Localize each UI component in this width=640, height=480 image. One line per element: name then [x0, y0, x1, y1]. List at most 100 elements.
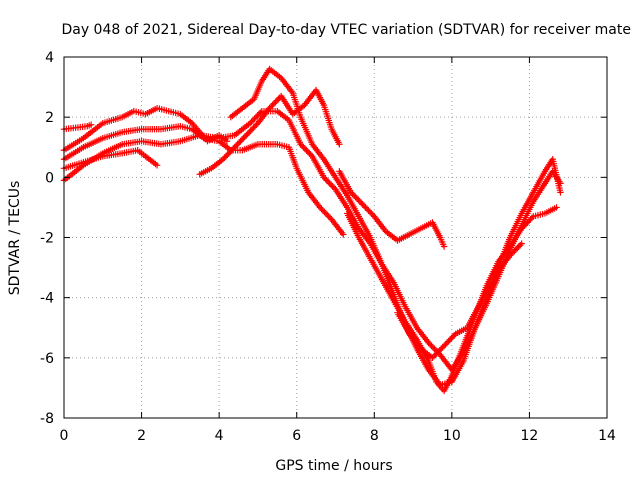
series-layer: [60, 65, 564, 395]
y-axis-label: SDTVAR / TECUs: [7, 181, 23, 296]
data-point-marker: [517, 241, 524, 249]
data-point-marker: [366, 208, 374, 216]
data-point-marker: [303, 147, 310, 154]
data-point-marker: [326, 214, 334, 222]
data-point-marker: [267, 103, 275, 110]
data-point-marker: [360, 202, 368, 210]
series-track-10: [394, 240, 525, 362]
data-point-marker: [246, 129, 253, 136]
data-point-marker: [323, 177, 330, 184]
data-point-marker: [243, 132, 250, 139]
data-point-marker: [251, 115, 258, 122]
data-point-marker: [319, 207, 327, 214]
data-point-marker: [237, 138, 244, 145]
data-point-marker: [254, 112, 261, 119]
data-point-marker: [553, 204, 560, 211]
data-point-marker: [430, 353, 438, 360]
data-point-marker: [252, 113, 260, 121]
data-point-marker: [355, 196, 362, 204]
data-point-marker: [435, 348, 442, 356]
data-point-marker: [436, 347, 443, 354]
x-tick-label: 4: [215, 428, 224, 444]
data-point-marker: [225, 150, 233, 157]
data-point-marker: [306, 150, 313, 157]
x-tick-label: 8: [370, 428, 379, 444]
data-point-marker: [255, 110, 263, 118]
data-point-marker: [340, 231, 347, 238]
data-point-marker: [440, 342, 448, 349]
data-point-marker: [269, 101, 276, 109]
data-point-marker: [362, 204, 369, 211]
data-point-marker: [324, 211, 331, 219]
y-tick-label: -6: [40, 351, 54, 367]
data-point-marker: [246, 119, 254, 127]
x-axis-label: GPS time / hours: [275, 458, 392, 474]
data-point-marker: [297, 141, 304, 148]
data-point-marker: [511, 247, 518, 255]
data-point-marker: [301, 145, 309, 152]
series-track-3: [60, 122, 347, 238]
data-point-marker: [228, 147, 235, 154]
data-point-marker: [248, 118, 255, 125]
data-point-marker: [442, 341, 449, 348]
data-point-marker: [359, 201, 366, 208]
data-point-marker: [223, 138, 231, 145]
data-point-marker: [234, 141, 241, 148]
data-point-marker: [521, 222, 528, 229]
data-point-marker: [273, 97, 281, 104]
x-tick-label: 12: [521, 428, 539, 444]
data-point-marker: [249, 116, 257, 124]
data-point-marker: [368, 210, 375, 217]
series-track-1: [60, 121, 95, 133]
data-point-marker: [431, 345, 438, 353]
data-point-marker: [330, 184, 338, 192]
data-point-marker: [365, 207, 372, 214]
data-point-marker: [432, 351, 439, 359]
chart-title: Day 048 of 2021, Sidereal Day-to-day VTE…: [61, 22, 631, 38]
x-tick-label: 2: [137, 428, 146, 444]
data-point-marker: [230, 145, 237, 152]
data-point-marker: [325, 213, 332, 220]
data-point-marker: [326, 180, 333, 187]
data-point-marker: [527, 216, 534, 223]
data-point-marker: [238, 136, 246, 143]
data-point-marker: [518, 225, 525, 232]
data-point-marker: [440, 243, 448, 250]
data-point-marker: [253, 121, 260, 128]
data-point-marker: [272, 98, 279, 106]
data-point-marker: [248, 126, 256, 133]
data-point-marker: [247, 127, 254, 134]
data-point-marker: [525, 217, 533, 225]
data-point-marker: [439, 344, 446, 351]
x-tick-label: 0: [60, 428, 69, 444]
data-point-marker: [506, 252, 514, 259]
data-point-marker: [514, 244, 521, 252]
data-point-marker: [221, 154, 228, 161]
data-point-marker: [304, 148, 312, 155]
data-point-marker: [508, 250, 515, 258]
data-point-marker: [241, 133, 249, 140]
data-point-marker: [327, 181, 335, 189]
tick-layer: 0 2 4 6 8 10 12 14 -8 -6 -4 -2 0 2 4: [40, 50, 616, 444]
data-point-marker: [426, 341, 434, 348]
data-point-marker: [320, 174, 328, 181]
data-point-marker: [235, 139, 243, 146]
data-point-marker: [429, 344, 437, 351]
data-point-marker: [240, 135, 247, 142]
data-point-marker: [522, 220, 530, 228]
series-line: [346, 206, 557, 393]
data-point-marker: [222, 153, 230, 160]
data-point-marker: [353, 195, 361, 202]
data-point-marker: [270, 100, 278, 107]
y-tick-label: 0: [45, 170, 54, 186]
data-point-marker: [329, 183, 336, 190]
data-point-marker: [307, 151, 314, 158]
data-point-marker: [251, 122, 259, 130]
x-tick-label: 10: [443, 428, 461, 444]
data-point-marker: [524, 219, 531, 226]
data-point-marker: [363, 205, 371, 213]
y-tick-label: -8: [40, 411, 54, 427]
y-tick-label: -4: [40, 291, 54, 307]
data-point-marker: [87, 121, 95, 128]
